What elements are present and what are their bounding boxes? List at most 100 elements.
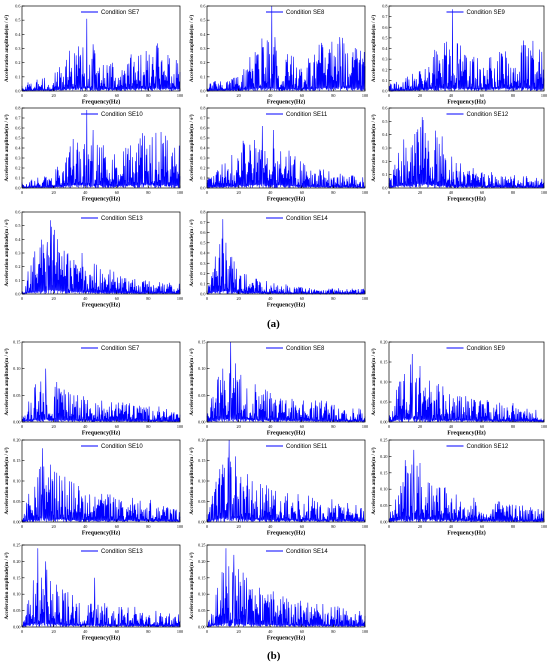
series-line — [206, 548, 366, 628]
x-tick-label: 40 — [268, 296, 272, 301]
y-tick-label: 0.1 — [15, 74, 20, 79]
y-tick-label: 0.2 — [200, 60, 205, 65]
y-tick-label: 0.1 — [200, 176, 205, 181]
y-tick-label: 0.2 — [15, 60, 20, 65]
y-tick-label: 0.05 — [13, 499, 20, 504]
series-line — [21, 109, 181, 189]
y-tick-label: 0.5 — [15, 136, 20, 141]
x-tick-label: 0 — [21, 424, 23, 429]
y-tick-label: 0.05 — [380, 503, 387, 508]
y-tick-label: 0.3 — [15, 251, 20, 256]
y-axis-label: Acceleration amplitude(m / s²) — [3, 348, 10, 415]
y-axis-label: Acceleration amplitude(m / s²) — [188, 219, 195, 286]
y-tick-label: 0.15 — [13, 340, 20, 345]
y-tick-label: 0.10 — [13, 592, 20, 597]
y-tick-label: 0.3 — [15, 46, 20, 51]
chart-panel: 0 20 40 60 80 100 0.00 0.05 0.10 0.15 0.20 Frequenc… — [370, 340, 547, 437]
x-axis-label: Frequency(Hz) — [267, 99, 306, 106]
y-tick-label: 0.8 — [200, 106, 205, 111]
legend-label: Condition SE10 — [101, 444, 143, 450]
x-tick-label: 40 — [268, 629, 272, 634]
x-tick-label: 80 — [511, 190, 515, 195]
series-line — [388, 353, 545, 423]
y-tick-label: 0.15 — [198, 575, 205, 580]
x-tick-label: 40 — [83, 524, 87, 529]
y-tick-label: 0.6 — [15, 4, 20, 9]
x-tick-label: 100 — [362, 524, 368, 529]
x-tick-label: 80 — [511, 524, 515, 529]
x-tick-label: 80 — [146, 190, 150, 195]
x-tick-label: 40 — [449, 190, 453, 195]
chart-panel: 0 20 40 60 80 100 0.00 0.05 0.10 0.15 Frequency(Hz… — [188, 340, 368, 437]
legend-label: Condition SE13 — [101, 216, 143, 222]
y-axis-label: Acceleration amplitude(m / s²) — [370, 15, 377, 82]
x-axis-label: Frequency(Hz) — [82, 196, 121, 203]
x-tick-label: 60 — [480, 190, 484, 195]
y-tick-label: 0.6 — [200, 230, 205, 235]
x-tick-label: 80 — [331, 190, 335, 195]
chart-panel: 0 20 40 60 80 100 0.00 0.05 0.10 0.15 0.20 0.25 Freq… — [188, 543, 368, 642]
legend-label: Condition SE8 — [286, 10, 325, 16]
y-tick-label: 0.7 — [200, 116, 205, 121]
legend-label: Condition SE13 — [101, 549, 143, 555]
y-tick-label: 0.3 — [382, 146, 387, 151]
x-tick-label: 20 — [418, 524, 422, 529]
y-tick-label: 0.15 — [13, 575, 20, 580]
x-tick-label: 60 — [115, 424, 119, 429]
y-axis-label: Acceleration amplitude(m / s²) — [3, 114, 10, 181]
x-tick-label: 40 — [83, 629, 87, 634]
y-tick-label: 0.1 — [200, 281, 205, 286]
x-tick-label: 80 — [146, 524, 150, 529]
y-tick-label: 0.10 — [13, 366, 20, 371]
x-axis-label: Frequency(Hz) — [82, 302, 121, 309]
x-tick-label: 80 — [146, 93, 150, 98]
y-tick-label: 0.15 — [198, 340, 205, 345]
x-tick-label: 20 — [52, 93, 56, 98]
y-tick-label: 0.4 — [200, 32, 206, 37]
y-tick-label: 0.10 — [13, 479, 20, 484]
y-tick-label: 0.00 — [380, 420, 387, 425]
x-tick-label: 100 — [362, 629, 368, 634]
y-tick-label: 0.6 — [15, 126, 20, 131]
y-tick-label: 0.05 — [380, 400, 387, 405]
chart-panel: 0 20 40 60 80 100 0.0 0.1 0.2 0.3 0.4 0.5 0.6 0.7 0.8 F… — [3, 106, 183, 203]
series-line — [388, 9, 545, 92]
x-tick-label: 80 — [331, 524, 335, 529]
series-line — [206, 439, 366, 523]
legend-label: Condition SE12 — [467, 444, 509, 450]
x-tick-label: 100 — [177, 424, 183, 429]
y-tick-label: 0.7 — [382, 14, 387, 19]
x-tick-label: 80 — [146, 296, 150, 301]
plot-frame — [21, 341, 181, 423]
y-tick-label: 0.10 — [198, 592, 205, 597]
y-tick-label: 0.5 — [382, 35, 387, 40]
x-tick-label: 60 — [480, 424, 484, 429]
y-axis-label: Acceleration amplitude(m / s²) — [370, 447, 377, 514]
y-tick-label: 0.05 — [13, 608, 20, 613]
y-axis-label: Acceleration amplitude(m / s²) — [3, 447, 10, 514]
x-tick-label: 100 — [177, 296, 183, 301]
x-tick-label: 100 — [177, 93, 183, 98]
x-axis-label: Frequency(Hz) — [82, 530, 121, 537]
y-tick-label: 0.25 — [13, 543, 20, 548]
series-line — [388, 117, 545, 189]
y-tick-label: 0.3 — [200, 156, 205, 161]
x-axis-label: Frequency(Hz) — [447, 99, 486, 106]
plot-frame — [206, 341, 366, 423]
y-tick-label: 0.10 — [380, 380, 387, 385]
y-tick-label: 0.4 — [382, 132, 388, 137]
x-tick-label: 0 — [388, 190, 390, 195]
y-tick-label: 0.00 — [198, 420, 205, 425]
x-axis-label: Frequency(Hz) — [267, 302, 306, 309]
y-tick-label: 0.15 — [198, 458, 205, 463]
series-line — [388, 449, 545, 523]
chart-panel: 0 20 40 60 80 100 0.00 0.05 0.10 0.15 0.20 0.25 Freq… — [3, 543, 183, 642]
legend-label: Condition SE9 — [467, 10, 506, 16]
legend-label: Condition SE10 — [101, 112, 143, 118]
plot-frame — [388, 439, 545, 523]
x-tick-label: 20 — [418, 93, 422, 98]
plot-frame — [206, 544, 366, 628]
series-line — [21, 448, 181, 523]
